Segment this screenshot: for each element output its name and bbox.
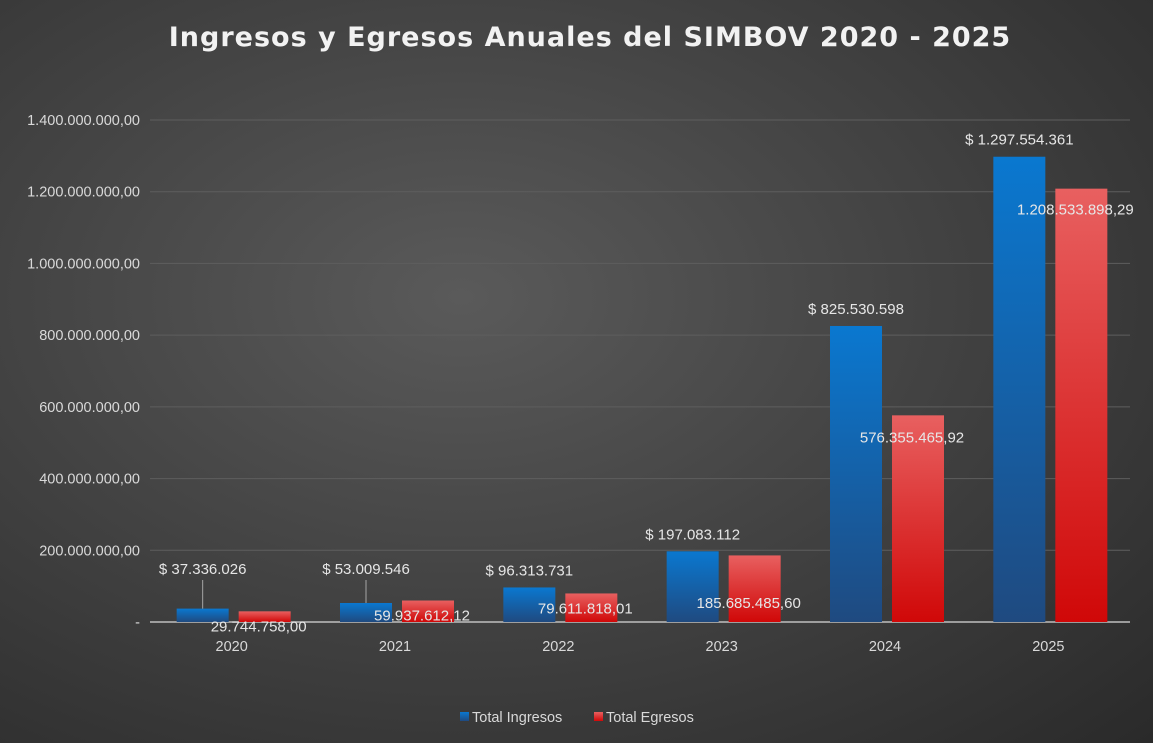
- bar-total-ingresos: [503, 587, 556, 622]
- data-label-ingresos: $ 37.336.026: [159, 561, 247, 578]
- bar-total-ingresos: [830, 325, 882, 622]
- y-tick-label: 1.200.000.000,00: [27, 185, 140, 201]
- y-tick-label: 200.000.000,00: [39, 543, 140, 559]
- x-tick-label: 2021: [379, 639, 411, 655]
- data-label-egresos: 79.611.818,01: [538, 600, 633, 617]
- legend-label: Total Ingresos: [472, 710, 562, 726]
- y-tick-label: 400.000.000,00: [39, 472, 140, 488]
- y-tick-label: -: [135, 615, 140, 631]
- bar-total-egresos: [238, 611, 291, 622]
- x-tick-label: 2024: [869, 639, 901, 655]
- legend-swatch-egresos: [594, 712, 603, 721]
- y-tick-label: 1.400.000.000,00: [27, 113, 140, 129]
- legend: Total Ingresos Total Egresos: [460, 710, 694, 726]
- y-tick-label: 1.000.000.000,00: [27, 256, 140, 272]
- bar-total-egresos: [565, 593, 618, 622]
- data-label-ingresos: $ 53.009.546: [322, 561, 410, 578]
- chart-title: Ingresos y Egresos Anuales del SIMBOV 20…: [169, 22, 1011, 53]
- bar-total-ingresos: [176, 608, 229, 622]
- bar-total-ingresos: [993, 156, 1046, 623]
- data-label-egresos: 1.208.533.898,29: [1017, 202, 1134, 219]
- bar-total-egresos: [1055, 188, 1108, 622]
- data-label-ingresos: $ 825.530.598: [808, 301, 904, 318]
- data-label-ingresos: $ 1.297.554.361: [965, 132, 1073, 149]
- legend-swatch-ingresos: [460, 712, 469, 721]
- y-tick-label: 800.000.000,00: [39, 328, 140, 344]
- y-tick-label: 600.000.000,00: [39, 400, 140, 416]
- data-label-ingresos: $ 96.313.731: [486, 562, 574, 579]
- data-label-egresos: 576.355.465,92: [860, 429, 964, 446]
- legend-label: Total Egresos: [606, 710, 694, 726]
- bar-total-egresos: [402, 600, 454, 622]
- bar-total-ingresos: [340, 602, 392, 622]
- x-tick-label: 2025: [1032, 639, 1064, 655]
- data-label-ingresos: $ 197.083.112: [645, 526, 740, 543]
- data-label-egresos: 29.744.758,00: [211, 618, 307, 635]
- x-tick-label: 2020: [216, 639, 248, 655]
- bar-total-ingresos: [666, 551, 719, 622]
- bar-total-egresos: [728, 555, 781, 622]
- x-tick-label: 2023: [706, 639, 738, 655]
- x-tick-label: 2022: [542, 639, 574, 655]
- data-label-egresos: 59.937.612,12: [374, 608, 470, 625]
- bar-total-egresos: [892, 415, 944, 622]
- data-label-egresos: 185.685.485,60: [697, 595, 801, 612]
